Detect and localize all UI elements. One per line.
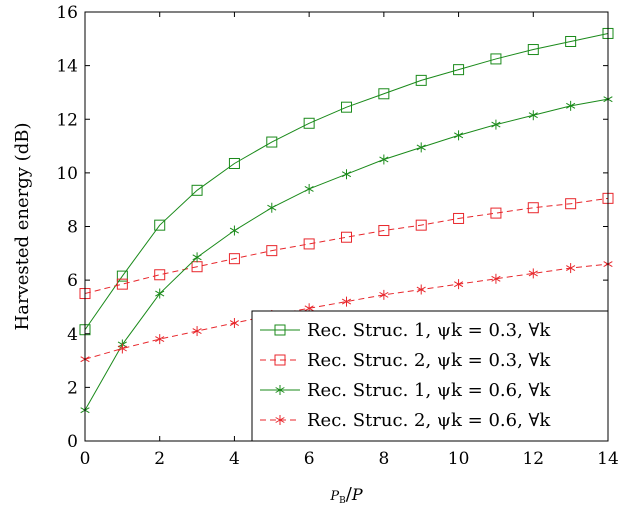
- star-marker: [229, 318, 240, 329]
- legend-label: Rec. Struc. 1, ψk = 0.6, ∀k: [307, 380, 551, 401]
- star-marker: [117, 343, 127, 354]
- x-axis-title: PB/P: [329, 484, 362, 506]
- legend-entry: Rec. Struc. 1, ψk = 0.3, ∀k: [260, 320, 551, 341]
- square-marker: [191, 184, 203, 196]
- square-marker: [527, 202, 539, 214]
- square-marker: [378, 225, 390, 237]
- star-marker: [491, 273, 501, 284]
- square-marker: [527, 44, 539, 56]
- x-tick-label: 4: [229, 449, 240, 469]
- square-marker: [453, 212, 465, 224]
- star-marker: [379, 289, 389, 300]
- legend-label: Rec. Struc. 2, ψk = 0.6, ∀k: [307, 410, 551, 431]
- x-tick-label: 0: [80, 449, 91, 469]
- star-marker: [341, 296, 352, 307]
- star-marker: [275, 415, 285, 425]
- y-tick-label: 4: [67, 325, 78, 345]
- legend-label: Rec. Struc. 2, ψk = 0.3, ∀k: [307, 350, 551, 371]
- square-marker: [266, 136, 278, 148]
- square-marker: [303, 117, 315, 129]
- star-marker: [304, 183, 314, 194]
- legend-box: [251, 310, 609, 442]
- square-marker: [228, 253, 240, 265]
- y-axis-title: Harvested energy (dB): [12, 123, 33, 331]
- square-marker: [116, 278, 128, 290]
- y-tick-label: 14: [56, 57, 78, 77]
- series-line: [84, 263, 609, 360]
- y-tick-label: 6: [67, 271, 78, 291]
- x-tick-label: 2: [154, 449, 165, 469]
- star-marker: [229, 225, 240, 236]
- square-marker: [154, 269, 166, 281]
- square-marker: [274, 324, 286, 336]
- star-marker: [416, 142, 426, 153]
- legend-entry: Rec. Struc. 2, ψk = 0.6, ∀k: [260, 410, 551, 431]
- x-tick-label: 10: [448, 449, 470, 469]
- square-marker: [274, 354, 286, 366]
- legend: Rec. Struc. 1, ψk = 0.3, ∀k Rec. Struc. 2…: [251, 310, 609, 442]
- square-marker: [378, 88, 390, 100]
- star-marker: [267, 202, 277, 213]
- star-marker: [528, 268, 538, 279]
- square-marker: [490, 53, 502, 65]
- square-marker: [303, 238, 315, 250]
- square-marker: [565, 198, 577, 210]
- series-layer: [79, 27, 614, 416]
- x-tick-label: 12: [522, 449, 544, 469]
- square-marker: [341, 231, 352, 243]
- star-marker: [566, 100, 576, 111]
- square-marker: [565, 35, 577, 47]
- series-line: [84, 32, 609, 331]
- star-marker: [566, 263, 576, 274]
- y-tick-label: 16: [56, 3, 78, 23]
- series-2: [79, 192, 614, 300]
- star-marker: [192, 252, 202, 263]
- star-marker: [379, 154, 389, 165]
- legend-entry: Rec. Struc. 2, ψk = 0.3, ∀k: [260, 350, 551, 371]
- series-1: [79, 27, 614, 336]
- square-marker: [341, 101, 352, 113]
- star-marker: [192, 326, 202, 337]
- y-tick-label: 12: [56, 110, 78, 130]
- legend-label: Rec. Struc. 1, ψk = 0.3, ∀k: [307, 320, 551, 341]
- x-tick-label: 6: [304, 449, 315, 469]
- square-marker: [154, 219, 166, 231]
- square-marker: [228, 157, 240, 169]
- y-tick-label: 2: [67, 378, 78, 398]
- star-marker: [275, 385, 285, 395]
- star-marker: [155, 334, 165, 345]
- star-marker: [155, 288, 165, 299]
- square-marker: [490, 207, 502, 219]
- star-marker: [416, 284, 426, 295]
- star-marker: [341, 169, 352, 180]
- y-tick-label: 0: [67, 432, 78, 452]
- y-tick-label: 8: [67, 218, 78, 238]
- square-marker: [415, 219, 427, 231]
- star-marker: [453, 130, 464, 141]
- square-marker: [116, 270, 128, 282]
- series-line: [84, 197, 609, 295]
- axes: 0 2 4 6 8 10 12 14 0 2 4 6 8 10 12 14 16: [56, 3, 618, 469]
- star-marker: [453, 279, 464, 290]
- x-tick-label: 8: [378, 449, 389, 469]
- y-tick-label: 10: [56, 164, 78, 184]
- square-marker: [415, 74, 427, 86]
- star-marker: [491, 119, 501, 130]
- legend-entry: Rec. Struc. 1, ψk = 0.6, ∀k: [260, 380, 551, 401]
- star-marker: [528, 110, 538, 121]
- x-tick-label: 14: [597, 449, 619, 469]
- square-marker: [453, 64, 465, 76]
- square-marker: [266, 245, 278, 257]
